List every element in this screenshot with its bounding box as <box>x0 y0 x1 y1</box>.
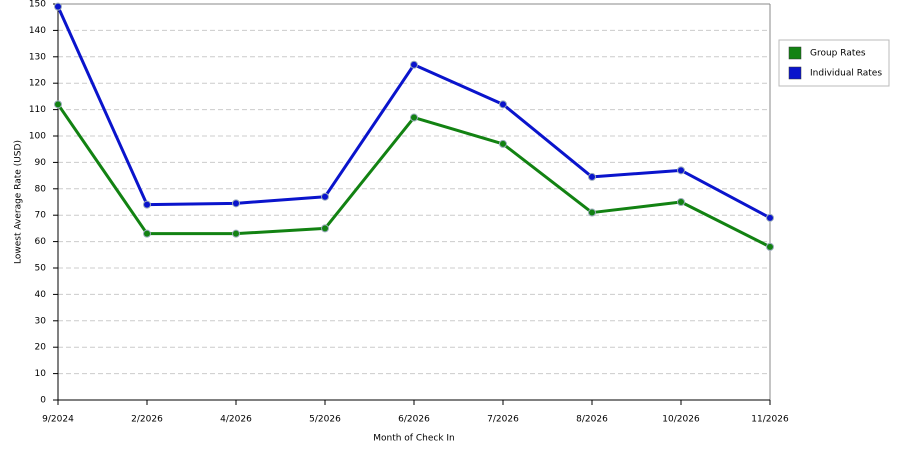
x-tick-label: 8/2026 <box>576 415 608 425</box>
y-tick-label: 70 <box>35 211 47 221</box>
data-point <box>321 224 329 233</box>
y-tick-label: 10 <box>35 369 47 379</box>
y-tick-label: 150 <box>29 0 46 10</box>
data-point <box>766 242 774 251</box>
y-tick-label: 50 <box>35 264 47 274</box>
data-point <box>677 166 685 175</box>
y-axis-label: Lowest Average Rate (USD) <box>14 140 24 264</box>
data-point <box>766 213 774 222</box>
x-tick-label: 9/2024 <box>42 415 74 425</box>
y-tick-label: 30 <box>35 316 47 326</box>
legend-label: Group Rates <box>810 49 866 59</box>
data-point <box>588 208 596 217</box>
y-tick-label: 0 <box>40 396 46 406</box>
data-point <box>54 2 62 11</box>
x-tick-label: 4/2026 <box>220 415 252 425</box>
data-point <box>677 198 685 206</box>
data-point <box>54 100 62 109</box>
x-tick-label: 7/2026 <box>487 415 519 425</box>
legend-label: Individual Rates <box>810 69 882 79</box>
y-tick-label: 110 <box>29 105 46 115</box>
data-point <box>588 172 596 181</box>
y-tick-label: 80 <box>35 184 47 194</box>
legend-swatch <box>788 46 802 60</box>
data-point <box>143 200 151 209</box>
x-tick-label: 2/2026 <box>131 415 163 425</box>
data-point <box>499 100 507 109</box>
x-tick-label: 5/2026 <box>309 415 341 425</box>
y-tick-label: 20 <box>35 343 47 353</box>
data-point <box>143 229 151 238</box>
y-tick-label: 60 <box>35 237 47 247</box>
x-axis-label: Month of Check In <box>373 434 455 444</box>
y-tick-label: 100 <box>29 132 46 142</box>
data-point <box>232 229 240 238</box>
x-tick-label: 11/2026 <box>751 415 789 425</box>
y-tick-label: 130 <box>29 52 46 62</box>
legend-swatch <box>788 66 802 80</box>
x-tick-label: 10/2026 <box>662 415 700 425</box>
data-point <box>410 113 418 122</box>
x-tick-label: 6/2026 <box>398 415 430 425</box>
data-point <box>321 192 329 201</box>
data-point <box>410 60 418 69</box>
data-point <box>232 199 240 208</box>
y-tick-label: 40 <box>35 290 47 300</box>
data-point <box>499 139 507 148</box>
y-tick-label: 140 <box>29 26 46 36</box>
y-tick-label: 90 <box>35 158 47 168</box>
y-tick-label: 120 <box>29 79 46 89</box>
